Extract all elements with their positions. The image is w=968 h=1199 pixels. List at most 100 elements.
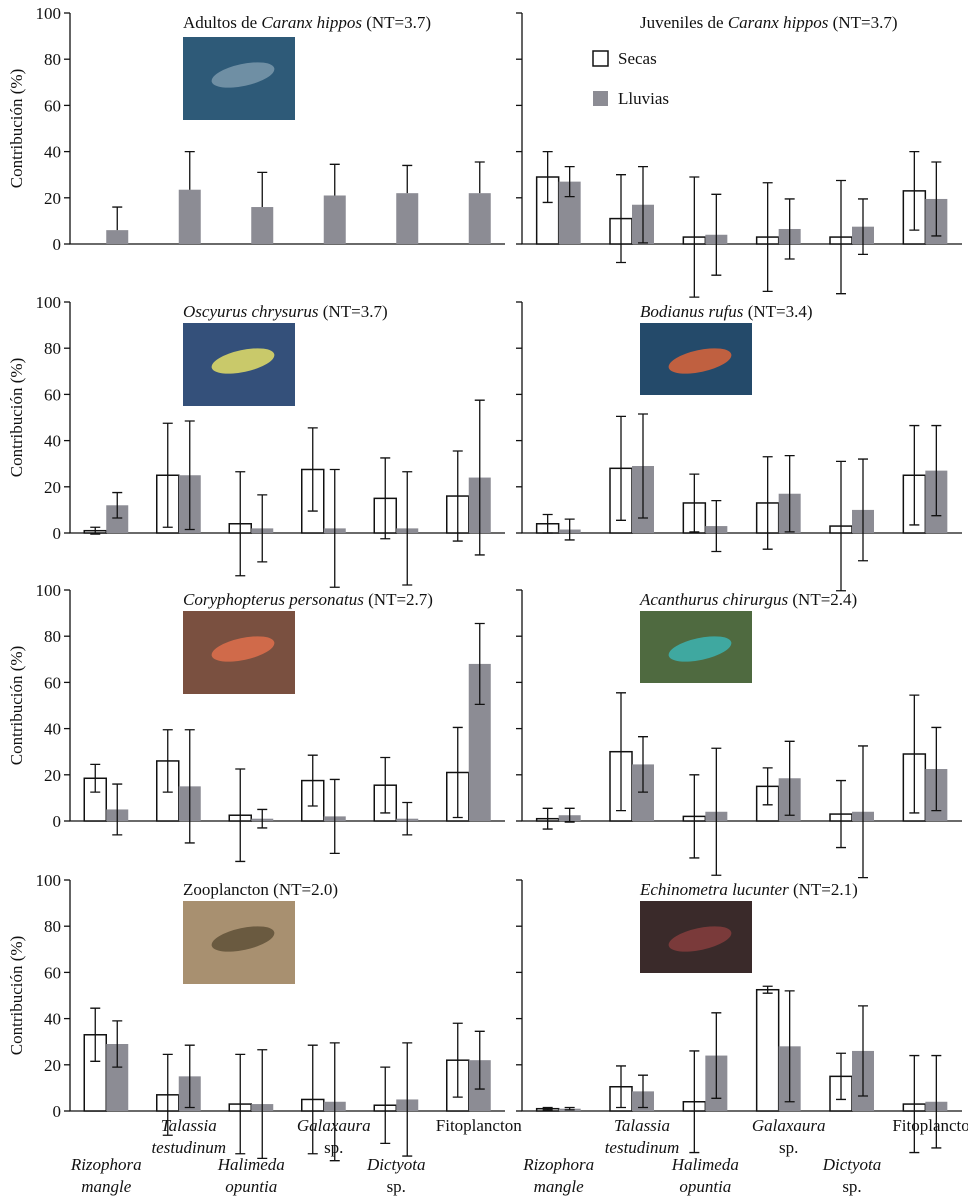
y-tick-label: 100 xyxy=(36,871,62,890)
x-tick-label: Fitoplancton xyxy=(892,1116,968,1135)
error-bar xyxy=(185,152,195,190)
bar xyxy=(324,195,346,244)
title-part: Adultos de xyxy=(183,13,261,32)
y-tick-label: 60 xyxy=(44,96,61,115)
x-tick-label: Rizophora xyxy=(70,1155,142,1174)
bar xyxy=(179,190,201,244)
y-tick-label: 20 xyxy=(44,1056,61,1075)
y-axis-label: Contribución (%) xyxy=(7,69,26,188)
panel-title: Coryphopterus personatus (NT=2.7) xyxy=(183,590,433,609)
bar xyxy=(757,990,779,1111)
y-axis-label: Contribución (%) xyxy=(7,646,26,765)
y-tick-label: 40 xyxy=(44,1010,61,1029)
panel-title: Adultos de Caranx hippos (NT=3.7) xyxy=(183,13,431,32)
bar xyxy=(396,193,418,244)
x-tick-label: Rizophora xyxy=(522,1155,594,1174)
bar xyxy=(106,230,128,244)
title-part: Acanthurus chirurgus xyxy=(639,590,789,609)
title-part: (NT=3.7) xyxy=(828,13,897,32)
bar xyxy=(469,193,491,244)
y-tick-label: 0 xyxy=(53,812,62,831)
title-part: Bodianus rufus xyxy=(640,302,744,321)
title-part: Zooplancton (NT=2.0) xyxy=(183,880,338,899)
y-tick-label: 40 xyxy=(44,720,61,739)
panel-title: Oscyurus chrysurus (NT=3.7) xyxy=(183,302,388,321)
title-part: (NT=3.7) xyxy=(362,13,431,32)
x-tick-label: Dictyota xyxy=(822,1155,882,1174)
y-tick-label: 0 xyxy=(53,1102,62,1121)
species-photo xyxy=(183,611,295,694)
y-tick-label: 80 xyxy=(44,339,61,358)
y-tick-label: 100 xyxy=(36,293,62,312)
x-tick-label: Fitoplancton xyxy=(436,1116,522,1135)
error-bar xyxy=(112,207,122,230)
y-tick-label: 20 xyxy=(44,478,61,497)
title-part: (NT=2.7) xyxy=(364,590,433,609)
title-part: Juveniles de xyxy=(640,13,728,32)
panel-title: Acanthurus chirurgus (NT=2.4) xyxy=(639,590,857,609)
x-tick-label: sp. xyxy=(387,1177,406,1196)
x-tick-label: mangle xyxy=(534,1177,585,1196)
species-photo xyxy=(640,323,752,395)
x-tick-label: sp. xyxy=(779,1138,798,1157)
bar xyxy=(251,207,273,244)
error-bar xyxy=(858,459,868,561)
x-tick-label: sp. xyxy=(324,1138,343,1157)
x-tick-label: Galaxaura xyxy=(752,1116,826,1135)
y-tick-label: 80 xyxy=(44,50,61,69)
x-tick-label: opuntia xyxy=(679,1177,731,1196)
y-tick-label: 40 xyxy=(44,432,61,451)
y-tick-label: 100 xyxy=(36,4,62,23)
chart: 0 20 40 60 80 100 Contribución (%) Adultos de C… xyxy=(0,0,968,1199)
x-tick-label: Talassia xyxy=(614,1116,670,1135)
legend-label: Lluvias xyxy=(618,89,669,108)
title-part: (NT=3.4) xyxy=(743,302,812,321)
title-part: Echinometra lucunter xyxy=(639,880,789,899)
x-tick-label: testudinum xyxy=(605,1138,680,1157)
title-part: (NT=2.1) xyxy=(789,880,858,899)
y-tick-label: 80 xyxy=(44,627,61,646)
species-photo xyxy=(640,901,752,973)
x-tick-label: sp. xyxy=(842,1177,861,1196)
error-bar xyxy=(330,164,340,195)
x-tick-label: Talassia xyxy=(161,1116,217,1135)
y-tick-label: 20 xyxy=(44,766,61,785)
y-tick-label: 0 xyxy=(53,524,62,543)
title-part: Caranx hippos xyxy=(728,13,829,32)
title-part: Coryphopterus personatus xyxy=(183,590,364,609)
y-tick-label: 60 xyxy=(44,673,61,692)
y-tick-label: 60 xyxy=(44,963,61,982)
legend-swatch xyxy=(593,51,608,66)
y-tick-label: 100 xyxy=(36,581,62,600)
title-part: Oscyurus chrysurus xyxy=(183,302,319,321)
title-part: (NT=2.4) xyxy=(788,590,857,609)
x-tick-label: Halimeda xyxy=(671,1155,739,1174)
y-axis-label: Contribución (%) xyxy=(7,358,26,477)
title-part: (NT=3.7) xyxy=(319,302,388,321)
y-tick-label: 40 xyxy=(44,143,61,162)
y-tick-label: 80 xyxy=(44,917,61,936)
y-tick-label: 60 xyxy=(44,385,61,404)
x-tick-label: opuntia xyxy=(225,1177,277,1196)
legend-label: Secas xyxy=(618,49,657,68)
error-bar xyxy=(402,165,412,193)
y-axis-label: Contribución (%) xyxy=(7,936,26,1055)
panel-title: Bodianus rufus (NT=3.4) xyxy=(640,302,813,321)
x-tick-label: Galaxaura xyxy=(297,1116,371,1135)
panel-title: Zooplancton (NT=2.0) xyxy=(183,880,338,899)
panel-title: Echinometra lucunter (NT=2.1) xyxy=(639,880,858,899)
species-photo xyxy=(640,611,752,683)
title-part: Caranx hippos xyxy=(261,13,362,32)
error-bar xyxy=(112,784,122,835)
x-tick-label: Dictyota xyxy=(366,1155,426,1174)
x-tick-label: mangle xyxy=(81,1177,132,1196)
x-tick-label: testudinum xyxy=(151,1138,226,1157)
axis xyxy=(522,13,962,244)
panel-title: Juveniles de Caranx hippos (NT=3.7) xyxy=(640,13,898,32)
error-bar xyxy=(257,172,267,207)
legend-swatch xyxy=(593,91,608,106)
species-photo xyxy=(183,323,295,406)
y-tick-label: 0 xyxy=(53,235,62,254)
y-tick-label: 20 xyxy=(44,189,61,208)
error-bar xyxy=(475,162,485,193)
